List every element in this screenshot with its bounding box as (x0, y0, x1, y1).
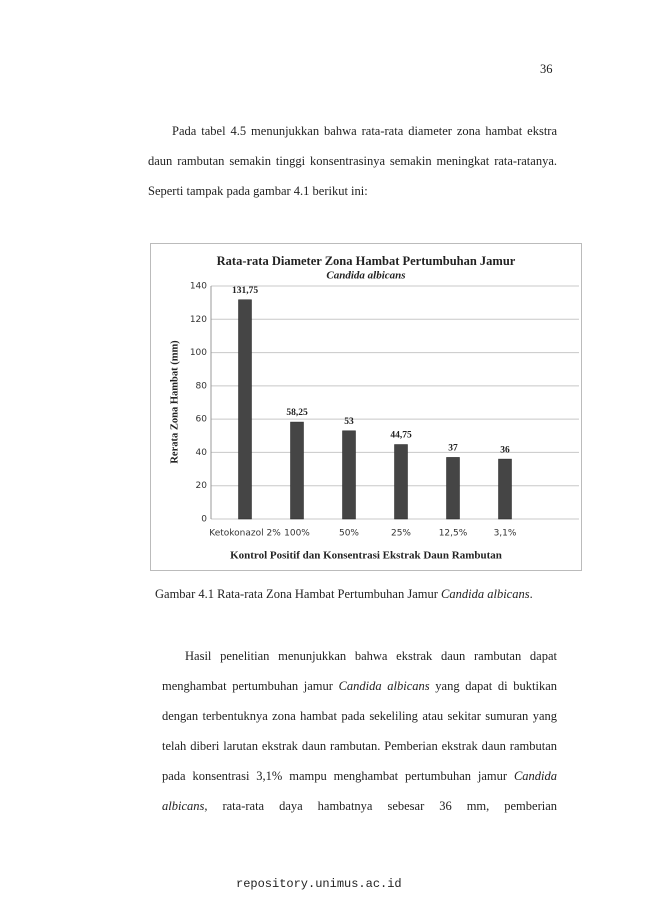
page-number: 36 (540, 62, 553, 76)
data-label: 131,75 (232, 286, 258, 296)
bar (290, 421, 304, 520)
caption: Gambar 4.1 Rata-rata Zona Hambat Pertumb… (155, 587, 533, 602)
data-label: 58,25 (286, 408, 308, 418)
bar (446, 457, 460, 520)
bar (498, 458, 512, 520)
data-label: 53 (344, 417, 354, 427)
bar (394, 444, 408, 520)
text: , rata-rata daya hambatnya sebesar 36 mm… (204, 799, 557, 813)
text: Candida albicans (162, 769, 557, 813)
y-tick-label: 120 (190, 315, 207, 325)
bar (342, 430, 356, 520)
text: . (529, 587, 533, 601)
footer: repository.unimus.ac.id (236, 877, 402, 891)
chart-title: Rata-rata Diameter Zona Hambat Pertumbuh… (217, 254, 516, 268)
x-tick-label: 25% (391, 529, 411, 539)
data-label: 36 (500, 445, 510, 455)
bar (238, 299, 252, 520)
x-tick-label: 50% (339, 529, 359, 539)
text: Pada tabel 4.5 menunjukkan bahwa rata-ra… (148, 124, 557, 198)
y-tick-label: 60 (196, 415, 208, 425)
x-tick-label: 100% (284, 529, 310, 539)
paragraph: Hasil penelitian menunjukkan bahwa ekstr… (162, 641, 557, 821)
text: Hasil penelitian menunjukkan bahwa ekstr… (162, 649, 557, 693)
text: yang dapat di buktikan dengan terbentukn… (162, 679, 557, 783)
x-tick-label: Ketokonazol 2% (209, 529, 281, 539)
text: Candida albicans (338, 679, 430, 693)
chart: Rata-rata Diameter Zona Hambat Pertumbuh… (150, 243, 582, 571)
text: Candida albicans (441, 587, 530, 601)
x-tick-label: 3,1% (494, 529, 517, 539)
text: Gambar 4.1 Rata-rata Zona Hambat Pertumb… (155, 587, 442, 601)
data-label: 44,75 (390, 431, 412, 441)
y-axis-title: Rerata Zona Hambat (mm) (169, 340, 180, 464)
x-axis-title: Kontrol Positif dan Konsentrasi Ekstrak … (230, 550, 502, 562)
y-tick-label: 40 (196, 448, 208, 458)
y-tick-label: 80 (196, 381, 208, 391)
y-tick-label: 20 (196, 481, 208, 491)
y-tick-label: 0 (201, 515, 207, 525)
y-tick-label: 140 (190, 282, 207, 292)
chart-subtitle: Candida albicans (326, 270, 405, 282)
data-label: 37 (448, 444, 458, 454)
paragraph: Pada tabel 4.5 menunjukkan bahwa rata-ra… (148, 116, 557, 206)
x-tick-label: 12,5% (439, 529, 468, 539)
y-tick-label: 100 (190, 348, 207, 358)
